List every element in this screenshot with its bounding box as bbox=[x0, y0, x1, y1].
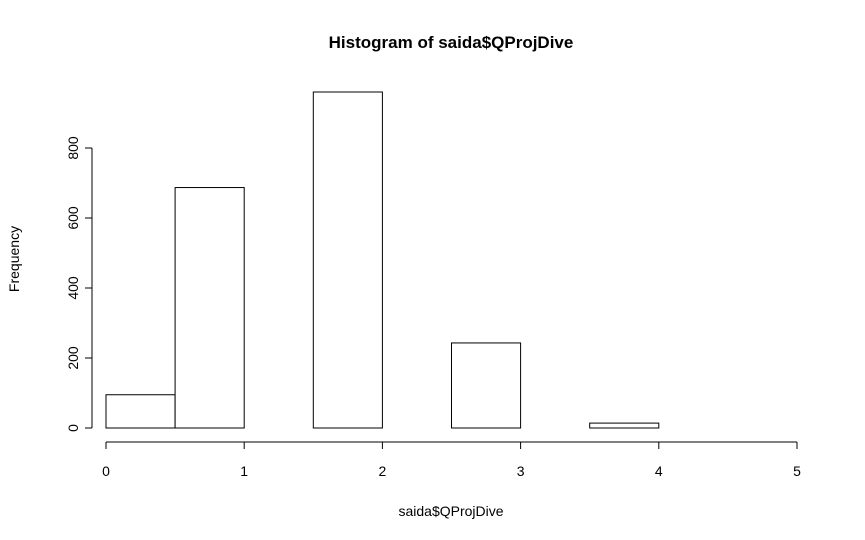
y-tick-label-0: 0 bbox=[65, 424, 81, 432]
y-axis: 0 200 400 600 800 bbox=[65, 136, 93, 432]
x-tick-label-5: 5 bbox=[793, 463, 801, 479]
histogram-bar-7 bbox=[589, 422, 660, 429]
histogram-bar-3 bbox=[312, 91, 383, 429]
y-tick-label-4: 800 bbox=[65, 136, 81, 160]
y-tick-label-1: 200 bbox=[65, 346, 81, 370]
x-tick-label-1: 1 bbox=[240, 463, 248, 479]
y-axis-label: Frequency bbox=[6, 226, 22, 292]
y-tick-label-2: 400 bbox=[65, 276, 81, 300]
x-tick-label-4: 4 bbox=[655, 463, 663, 479]
x-tick-label-0: 0 bbox=[102, 463, 110, 479]
x-axis: 0 1 2 3 4 5 bbox=[102, 441, 801, 479]
histogram-bar-1 bbox=[174, 187, 245, 429]
histogram-bar-0 bbox=[105, 394, 176, 429]
x-tick-label-2: 2 bbox=[379, 463, 387, 479]
x-axis-label: saida$QProjDive bbox=[398, 503, 503, 519]
x-tick-label-3: 3 bbox=[517, 463, 525, 479]
chart-title: Histogram of saida$QProjDive bbox=[329, 33, 574, 52]
y-tick-label-3: 600 bbox=[65, 206, 81, 230]
histogram-bar-5 bbox=[451, 342, 522, 429]
bars-group bbox=[105, 91, 660, 429]
